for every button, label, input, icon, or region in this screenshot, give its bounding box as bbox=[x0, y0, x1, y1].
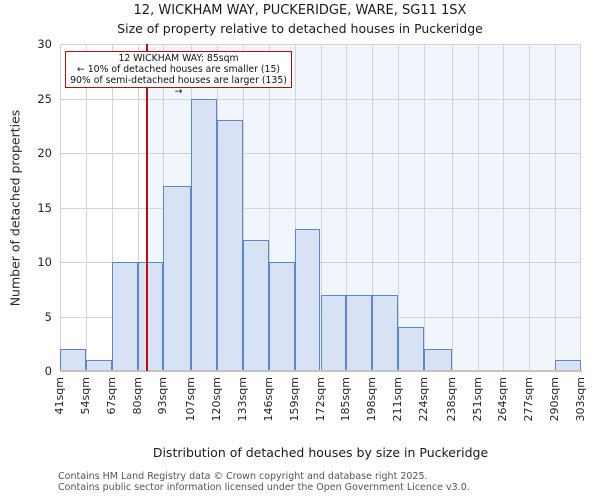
chart-subtitle: Size of property relative to detached ho… bbox=[117, 21, 483, 36]
annotation-line-1: 12 WICKHAM WAY: 85sqm bbox=[118, 53, 239, 64]
histogram-bar bbox=[111, 262, 138, 371]
x-tick-label: 185sqm bbox=[339, 377, 353, 422]
x-tick-label: 80sqm bbox=[130, 377, 144, 415]
y-tick-label: 10 bbox=[37, 255, 52, 269]
x-tick-label: 133sqm bbox=[235, 377, 249, 422]
chart-title: 12, WICKHAM WAY, PUCKERIDGE, WARE, SG11 … bbox=[133, 3, 467, 18]
x-tick-label: 264sqm bbox=[496, 377, 510, 422]
gridline-horizontal bbox=[60, 98, 581, 100]
histogram-bar bbox=[398, 327, 424, 371]
gridline-horizontal bbox=[60, 262, 581, 263]
histogram-bar bbox=[242, 240, 269, 371]
x-tick-label: 224sqm bbox=[416, 377, 430, 422]
x-tick-label: 159sqm bbox=[287, 377, 301, 422]
histogram-bar bbox=[294, 229, 321, 371]
gridline-horizontal bbox=[60, 207, 581, 209]
y-tick-label: 30 bbox=[37, 37, 52, 51]
histogram-bar bbox=[137, 262, 164, 371]
x-tick-label: 41sqm bbox=[53, 377, 66, 415]
x-tick-label: 172sqm bbox=[313, 377, 327, 422]
x-tick-label: 67sqm bbox=[104, 377, 118, 415]
annotation-line-2: ← 10% of detached houses are smaller (15… bbox=[77, 64, 280, 75]
y-tick-label: 5 bbox=[44, 309, 52, 324]
histogram-bar bbox=[268, 262, 295, 371]
histogram-bar bbox=[60, 349, 86, 371]
x-tick-label: 251sqm bbox=[470, 377, 484, 422]
subject-property-marker-line bbox=[146, 44, 149, 371]
histogram-bar bbox=[320, 294, 347, 371]
x-tick-label: 146sqm bbox=[261, 377, 275, 422]
y-tick-label: 15 bbox=[37, 200, 52, 215]
x-tick-label: 198sqm bbox=[365, 377, 379, 422]
x-tick-label: 54sqm bbox=[78, 377, 92, 415]
footer-line-1: Contains HM Land Registry data © Crown c… bbox=[58, 471, 428, 482]
footer-line-2: Contains public sector information licen… bbox=[58, 482, 470, 493]
gridline-horizontal bbox=[60, 153, 581, 154]
histogram-bar bbox=[372, 294, 399, 371]
histogram-bar bbox=[191, 98, 218, 371]
x-tick-label: 303sqm bbox=[574, 377, 587, 422]
x-axis-spine bbox=[60, 370, 582, 372]
x-tick-label: 107sqm bbox=[184, 377, 198, 422]
x-tick-label: 238sqm bbox=[444, 377, 458, 422]
histogram-bar bbox=[423, 349, 452, 371]
x-tick-label: 93sqm bbox=[156, 377, 170, 415]
x-axis-label: Distribution of detached houses by size … bbox=[152, 445, 489, 460]
y-tick-label: 20 bbox=[37, 146, 52, 160]
x-tick-label: 120sqm bbox=[210, 377, 224, 422]
histogram-bar bbox=[217, 120, 243, 371]
histogram-bar bbox=[163, 185, 192, 371]
x-tick-label: 211sqm bbox=[391, 377, 405, 422]
y-tick-label: 0 bbox=[44, 364, 52, 378]
annotation-line-3: 90% of semi-detached houses are larger (… bbox=[70, 75, 287, 97]
x-tick-label: 277sqm bbox=[522, 377, 536, 422]
x-tick-label: 290sqm bbox=[548, 377, 562, 422]
gridline-horizontal bbox=[60, 44, 581, 45]
annotation-box: 12 WICKHAM WAY: 85sqm ← 10% of detached … bbox=[65, 51, 292, 97]
plot-area bbox=[60, 44, 582, 372]
histogram-bar bbox=[346, 294, 373, 371]
y-tick-label: 25 bbox=[37, 91, 52, 106]
